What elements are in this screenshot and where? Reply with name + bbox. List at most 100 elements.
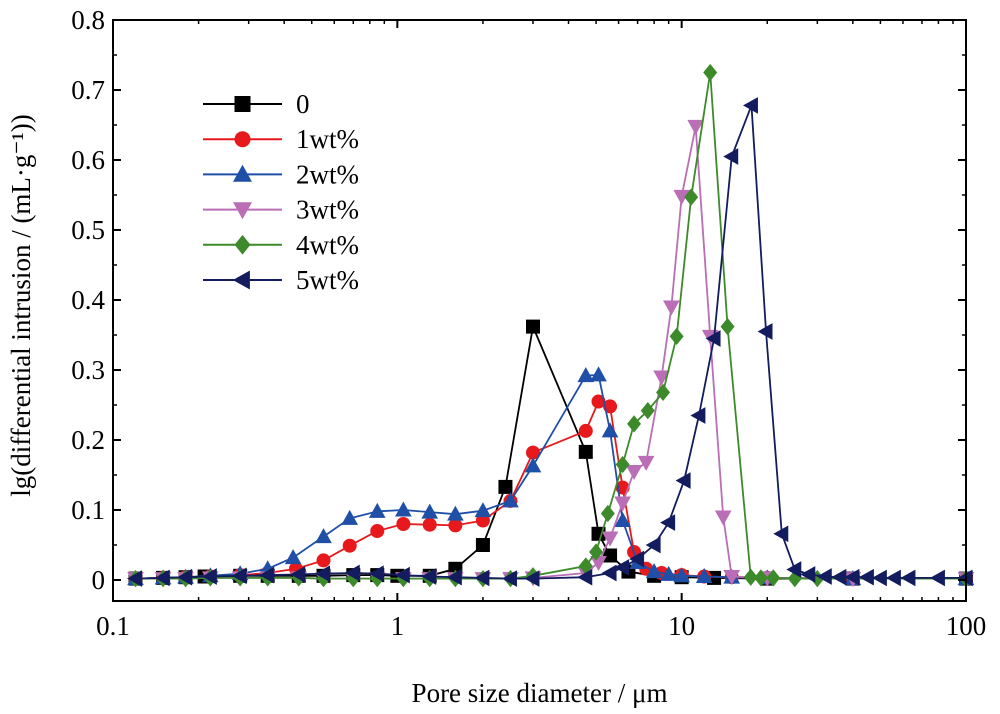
data-point bbox=[723, 570, 741, 586]
data-point bbox=[766, 569, 781, 587]
data-point bbox=[448, 518, 463, 533]
data-point bbox=[656, 383, 671, 402]
data-point bbox=[290, 566, 306, 583]
series-layer bbox=[127, 63, 975, 588]
data-point bbox=[844, 568, 860, 586]
data-point bbox=[589, 543, 604, 561]
data-point bbox=[723, 148, 739, 165]
data-point bbox=[629, 550, 645, 568]
data-point bbox=[259, 566, 275, 584]
data-point bbox=[421, 503, 439, 519]
data-point bbox=[660, 565, 677, 581]
data-point bbox=[395, 501, 412, 517]
data-point bbox=[154, 569, 170, 587]
data-point bbox=[757, 323, 773, 340]
legend-label: 4wt% bbox=[296, 230, 359, 260]
data-point bbox=[368, 502, 386, 518]
y-tick-label: 0.2 bbox=[71, 425, 105, 455]
data-point bbox=[524, 570, 540, 587]
data-point bbox=[177, 568, 193, 586]
legend-entry: 1wt% bbox=[203, 124, 359, 154]
data-point bbox=[673, 567, 690, 583]
y-tick-label: 0.8 bbox=[71, 5, 105, 35]
data-point bbox=[615, 455, 630, 474]
data-point bbox=[394, 566, 410, 584]
x-tick-label: 10 bbox=[668, 611, 695, 641]
legend: 0 1wt% 2wt% 3wt% 4wt% 5wt% bbox=[203, 89, 359, 295]
data-point bbox=[474, 569, 490, 587]
data-point bbox=[524, 457, 542, 473]
legend-entry: 5wt% bbox=[203, 265, 359, 295]
data-point bbox=[315, 565, 330, 583]
legend-label: 3wt% bbox=[296, 195, 359, 225]
data-point bbox=[601, 531, 619, 547]
x-tick-label: 1 bbox=[391, 611, 405, 641]
legend-entry: 4wt% bbox=[203, 230, 359, 260]
data-point bbox=[742, 97, 758, 114]
data-point bbox=[660, 514, 676, 531]
x-axis-title: Pore size diameter / μm bbox=[412, 678, 668, 708]
data-point bbox=[578, 423, 593, 438]
data-point bbox=[690, 407, 706, 424]
data-point bbox=[885, 569, 901, 587]
legend-entry: 3wt% bbox=[203, 195, 359, 225]
data-point bbox=[368, 565, 384, 583]
data-point bbox=[422, 517, 437, 532]
data-point bbox=[816, 568, 832, 585]
y-tick-label: 0.6 bbox=[71, 145, 105, 175]
y-tick-label: 0.5 bbox=[71, 215, 105, 245]
legend-label: 1wt% bbox=[296, 124, 359, 154]
y-tick-label: 0.3 bbox=[71, 355, 105, 385]
y-tick-label: 0.4 bbox=[71, 285, 105, 315]
data-point bbox=[645, 536, 661, 554]
legend-marker bbox=[233, 164, 252, 182]
legend-label: 2wt% bbox=[296, 159, 359, 189]
data-point bbox=[342, 538, 357, 553]
data-point bbox=[601, 422, 619, 438]
data-point bbox=[637, 455, 655, 471]
y-tick-label: 0 bbox=[92, 565, 106, 595]
legend-marker bbox=[234, 96, 251, 112]
legend-marker bbox=[233, 202, 252, 220]
data-point bbox=[341, 509, 359, 525]
data-point bbox=[645, 563, 663, 579]
data-point bbox=[773, 525, 789, 543]
data-point bbox=[578, 444, 593, 459]
data-point bbox=[201, 568, 217, 585]
data-point bbox=[695, 567, 713, 583]
data-point bbox=[502, 492, 519, 508]
ticks-layer: 0.1 1 10 100 0 0.1 0.2 0.3 0.4 0.5 0.6 0.7 0.8 bbox=[71, 5, 986, 641]
data-point bbox=[591, 394, 606, 409]
data-point bbox=[475, 538, 490, 552]
data-point bbox=[601, 564, 617, 582]
data-point bbox=[753, 569, 768, 587]
data-point bbox=[474, 502, 492, 518]
x-tick-label: 0.1 bbox=[96, 611, 130, 641]
data-point bbox=[284, 549, 302, 565]
data-point bbox=[525, 319, 540, 334]
data-point bbox=[501, 570, 517, 587]
y-tick-label: 0.1 bbox=[71, 495, 105, 525]
data-point bbox=[786, 561, 802, 578]
data-point bbox=[900, 569, 916, 587]
series-5wtpct bbox=[127, 97, 973, 587]
y-axis-title: lg(differential intrusion / (mL·g⁻¹)) bbox=[6, 114, 36, 497]
data-point bbox=[603, 548, 618, 563]
data-point bbox=[447, 505, 464, 521]
data-point bbox=[614, 559, 630, 576]
data-point bbox=[703, 63, 718, 82]
data-point bbox=[684, 188, 699, 206]
data-point bbox=[603, 399, 618, 414]
legend-label: 5wt% bbox=[296, 265, 359, 295]
data-point bbox=[614, 496, 631, 512]
data-point bbox=[720, 317, 735, 336]
legend-label: 0 bbox=[296, 89, 310, 119]
data-point bbox=[669, 327, 684, 346]
data-point bbox=[316, 553, 331, 568]
data-point bbox=[743, 568, 758, 586]
data-point bbox=[675, 472, 691, 489]
legend-marker bbox=[234, 234, 251, 255]
data-point bbox=[653, 370, 670, 386]
x-tick-label: 100 bbox=[946, 611, 987, 641]
